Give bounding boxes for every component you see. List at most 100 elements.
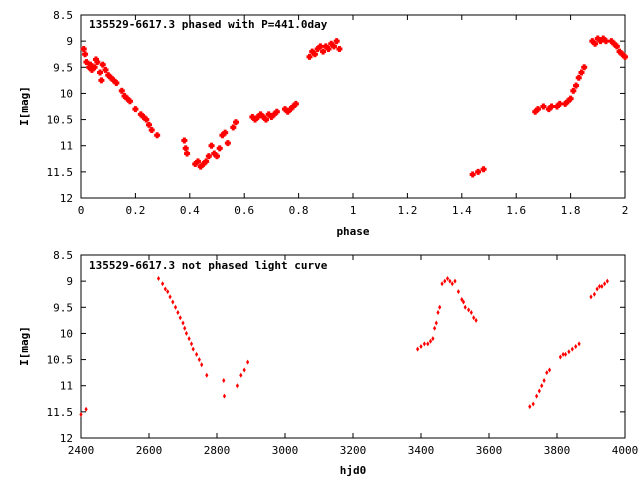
unphased-data-point <box>166 289 170 295</box>
phased-light-curve-panel: 135529-6617.3 phased with P=441.0day pha… <box>18 9 628 238</box>
unphased-data-point <box>191 346 195 352</box>
unphased-x-tick-label: 4000 <box>612 444 639 457</box>
unphased-data-point <box>436 310 440 316</box>
unphased-data-point <box>574 344 578 349</box>
phased-data-point <box>616 48 623 55</box>
unphased-data-point <box>84 406 88 412</box>
phased-data-point <box>233 119 240 126</box>
phased-data-point <box>570 87 577 94</box>
phased-data-point <box>589 38 596 45</box>
phased-data-point <box>91 64 98 71</box>
unphased-data-point <box>474 317 478 323</box>
phased-data-point <box>219 132 226 139</box>
phased-x-tick-label: 1.6 <box>506 204 526 217</box>
unphased-x-axis-label: hjd0 <box>340 464 367 477</box>
phased-data-point <box>216 145 223 152</box>
phased-data-point <box>214 153 220 160</box>
unphased-data-point <box>589 294 593 300</box>
unphased-data-point <box>472 315 476 321</box>
unphased-data-point <box>246 359 250 365</box>
unphased-x-tick-label: 3400 <box>408 444 435 457</box>
unphased-data-point <box>440 281 444 287</box>
phased-data-point <box>208 142 215 149</box>
phased-data-point <box>98 77 105 84</box>
unphased-data-point <box>426 341 430 347</box>
unphased-data-point <box>443 278 447 284</box>
unphased-data-point <box>434 320 438 326</box>
phased-data-point <box>154 132 161 139</box>
unphased-data-point <box>528 404 532 410</box>
unphased-data-point <box>239 372 243 378</box>
unphased-x-tick-label: 2800 <box>204 444 231 457</box>
unphased-x-tick-label: 3600 <box>476 444 503 457</box>
unphased-data-point <box>205 372 209 378</box>
phased-data-point <box>257 111 264 118</box>
phased-data-point <box>265 111 272 118</box>
unphased-ticks: 2400 2600 2800 3000 3200 3400 3600 3800 4000 8.5 9… <box>47 249 639 457</box>
phased-data-point <box>260 113 267 120</box>
phased-data-point <box>534 106 541 113</box>
unphased-data-point <box>195 351 199 357</box>
unphased-y-tick-label: 9 <box>66 275 73 288</box>
unphased-x-tick-label: 3000 <box>272 444 299 457</box>
phased-data-point <box>249 113 256 120</box>
unphased-data-point <box>450 281 454 287</box>
phased-y-tick-label: 9 <box>66 35 73 48</box>
unphased-y-tick-label: 11.5 <box>47 406 74 419</box>
phased-data-point <box>290 103 297 110</box>
phased-data-point <box>317 43 324 50</box>
phased-data-point <box>126 98 133 105</box>
phased-data-point <box>532 108 539 115</box>
phased-data-point <box>254 113 261 120</box>
unphased-data-point <box>173 304 178 310</box>
phased-data-point <box>80 45 87 52</box>
phased-data-point <box>124 95 131 102</box>
phased-x-tick-label: 1 <box>350 204 357 217</box>
phased-x-tick-label: 1.2 <box>397 204 417 217</box>
phased-data-point <box>222 129 229 136</box>
phased-ticks: 0 0.2 0.4 0.6 0.8 1 1.2 1.4 1.6 1.8 2 8.5 9 9.5 10 10.5… <box>47 9 629 217</box>
phased-data-point <box>292 100 299 107</box>
unphased-data-point <box>460 296 464 302</box>
unphased-data-point <box>570 346 574 352</box>
unphased-data-point <box>222 393 227 399</box>
phased-data-point <box>143 116 150 123</box>
phased-data-point <box>211 150 218 157</box>
unphased-data-point <box>535 393 539 399</box>
unphased-light-curve-panel: 135529-6617.3 not phased light curve hjd… <box>18 249 638 477</box>
unphased-x-tick-label: 2400 <box>68 444 95 457</box>
phased-data-point <box>287 106 294 113</box>
phased-y-tick-label: 12 <box>60 192 73 205</box>
unphased-data-point <box>561 351 565 357</box>
unphased-data-point <box>431 336 435 342</box>
phased-data-point <box>320 48 327 55</box>
unphased-data-point <box>563 351 568 357</box>
phased-y-tick-label: 11 <box>60 140 73 153</box>
phased-data-point <box>105 72 112 79</box>
unphased-data-point <box>463 304 467 310</box>
phased-data-point <box>200 161 207 168</box>
phased-data-point <box>311 51 318 58</box>
phased-x-tick-label: 1.4 <box>452 204 472 217</box>
phased-x-tick-label: 0.8 <box>289 204 309 217</box>
phased-data-point <box>575 74 582 81</box>
phased-data-point <box>556 100 563 107</box>
phased-data-point <box>192 161 199 168</box>
unphased-data-point <box>547 367 552 373</box>
unphased-y-tick-label: 8.5 <box>53 249 73 262</box>
unphased-plot-title: 135529-6617.3 not phased light curve <box>89 259 328 272</box>
unphased-data-point <box>597 283 602 289</box>
unphased-data-point <box>163 286 167 292</box>
phased-data-point <box>87 61 94 68</box>
phased-data-point <box>284 108 291 115</box>
unphased-data-point <box>242 367 246 373</box>
phased-data-point <box>330 43 337 50</box>
phased-data-point <box>113 79 120 86</box>
unphased-data-point <box>438 304 442 310</box>
phased-y-tick-label: 8.5 <box>53 9 73 22</box>
phased-data-point <box>82 51 89 58</box>
unphased-data-point <box>176 310 180 316</box>
phased-x-tick-label: 0.4 <box>180 204 200 217</box>
phased-data-point <box>282 106 288 113</box>
